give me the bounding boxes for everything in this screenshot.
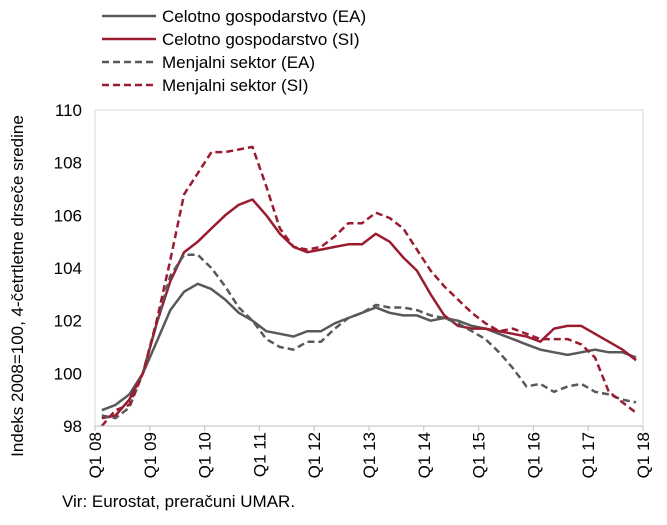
x-tick-label: Q1 11 xyxy=(250,432,269,477)
x-tick-label: Q1 09 xyxy=(141,432,160,478)
legend-label: Menjalni sektor (EA) xyxy=(162,53,315,72)
series-line-3 xyxy=(101,253,637,420)
y-tick-label: 102 xyxy=(54,312,82,331)
x-tick-label: Q1 15 xyxy=(470,432,489,478)
legend-label: Celotno gospodarstvo (SI) xyxy=(162,30,360,49)
y-axis-title: Indeks 2008=100, 4-četrtletne drseče sre… xyxy=(8,115,27,457)
x-axis: Q1 08 Q1 09 Q1 10 Q1 11 Q1 12 Q1 13 Q1 14 Q1 15… xyxy=(86,425,653,478)
y-tick-label: 98 xyxy=(63,417,82,436)
plot-area xyxy=(94,109,644,427)
series-line-2 xyxy=(101,198,637,420)
x-tick-label: Q1 08 xyxy=(86,432,105,478)
x-tick-label: Q1 18 xyxy=(634,432,653,478)
series-line-4 xyxy=(100,145,637,427)
y-tick-label: 106 xyxy=(54,206,82,225)
x-tick-label: Q1 12 xyxy=(305,432,324,478)
x-tick-label: Q1 14 xyxy=(415,432,434,478)
series-layer xyxy=(100,145,637,427)
legend-label: Menjalni sektor (SI) xyxy=(162,76,308,95)
x-tick-label: Q1 10 xyxy=(196,432,215,478)
y-tick-label: 108 xyxy=(54,154,82,173)
y-tick-label: 110 xyxy=(55,101,82,120)
y-tick-label: 100 xyxy=(54,364,82,383)
y-axis: 98 100 102 104 106 108 110 xyxy=(54,101,82,436)
x-tick-label: Q1 13 xyxy=(360,432,379,478)
x-tick-label: Q1 17 xyxy=(579,432,598,478)
y-tick-label: 104 xyxy=(54,259,82,278)
x-tick-label: Q1 16 xyxy=(524,432,543,478)
legend: Celotno gospodarstvo (EA) Celotno gospoda… xyxy=(102,7,366,95)
source-note: Vir: Eurostat, preračuni UMAR. xyxy=(62,492,296,511)
legend-label: Celotno gospodarstvo (EA) xyxy=(162,7,366,26)
